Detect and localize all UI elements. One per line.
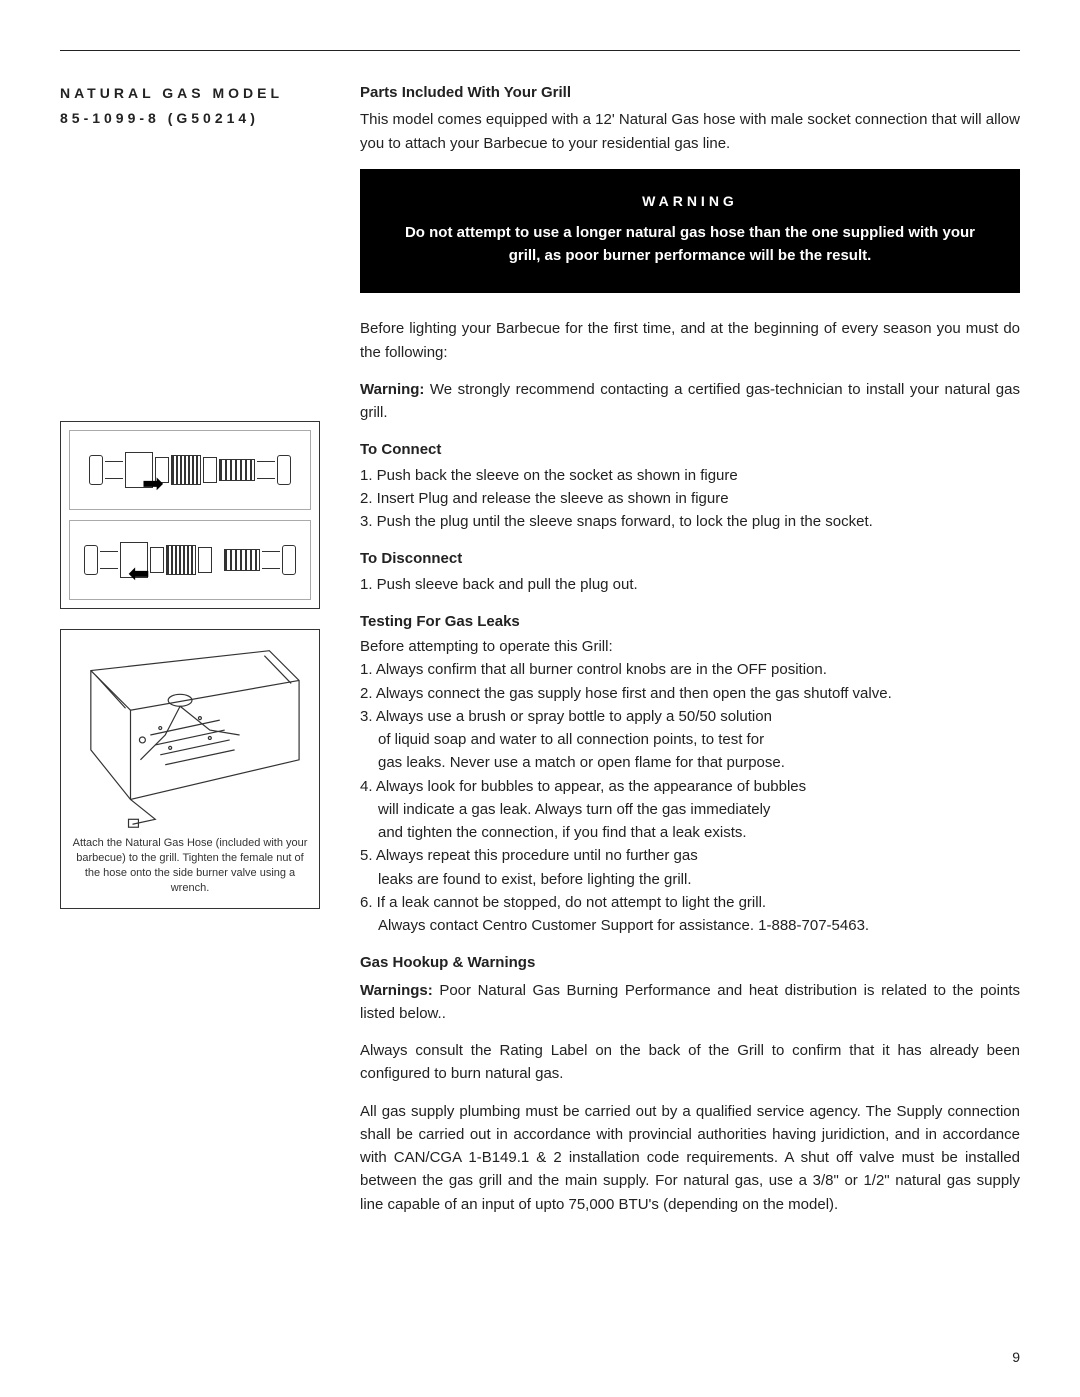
hookup-p2: Always consult the Rating Label on the b… [360, 1039, 1020, 1086]
hookup-title: Gas Hookup & Warnings [360, 951, 1020, 974]
warnings-label: Warnings: [360, 982, 433, 999]
prelight-text: Before lighting your Barbecue for the fi… [360, 317, 1020, 364]
connector-diagram-icon [89, 452, 291, 488]
list-item: will indicate a gas leak. Always turn of… [360, 798, 1020, 821]
hookup-warnings: Warnings: Poor Natural Gas Burning Perfo… [360, 979, 1020, 1026]
list-item: 6. If a leak cannot be stopped, do not a… [360, 891, 1020, 914]
hookup-warnings-body: Poor Natural Gas Burning Performance and… [360, 982, 1020, 1022]
warning-body: Do not attempt to use a longer natural g… [390, 222, 990, 267]
left-column: NATURAL GAS MODEL 85-1099-8 (G50214) ➡ ⬅ [60, 81, 320, 1230]
warning-box: WARNING Do not attempt to use a longer n… [360, 169, 1020, 294]
parts-included-body: This model comes equipped with a 12' Nat… [360, 108, 1020, 155]
connector-diagram-icon [84, 542, 296, 578]
figure-grill-underside [71, 640, 309, 830]
testing-title: Testing For Gas Leaks [360, 610, 1020, 633]
figure-grill-box: Attach the Natural Gas Hose (included wi… [60, 629, 320, 908]
page-number: 9 [1012, 1347, 1020, 1369]
list-item: 3. Always use a brush or spray bottle to… [360, 705, 1020, 728]
model-heading-line2: 85-1099-8 (G50214) [60, 106, 320, 131]
to-connect-list: 1. Push back the sleeve on the socket as… [360, 464, 1020, 534]
list-item: 1. Push back the sleeve on the socket as… [360, 464, 1020, 487]
figure-grill-caption: Attach the Natural Gas Hose (included wi… [71, 836, 309, 895]
warning-recommend-body: We strongly recommend contacting a certi… [360, 381, 1020, 421]
right-column: Parts Included With Your Grill This mode… [360, 81, 1020, 1230]
to-disconnect-list: 1. Push sleeve back and pull the plug ou… [360, 573, 1020, 596]
two-column-layout: NATURAL GAS MODEL 85-1099-8 (G50214) ➡ ⬅ [60, 81, 1020, 1230]
list-item: 3. Push the plug until the sleeve snaps … [360, 510, 1020, 533]
top-rule [60, 50, 1020, 51]
warning-title: WARNING [390, 191, 990, 213]
warning-label: Warning: [360, 381, 424, 398]
figure-connector-push: ➡ [69, 430, 311, 510]
figure-connector-pull: ⬅ [69, 520, 311, 600]
manual-page: NATURAL GAS MODEL 85-1099-8 (G50214) ➡ ⬅ [0, 0, 1080, 1270]
list-item: and tighten the connection, if you find … [360, 821, 1020, 844]
testing-intro: Before attempting to operate this Grill: [360, 635, 1020, 658]
list-item: 5. Always repeat this procedure until no… [360, 844, 1020, 867]
hookup-p3: All gas supply plumbing must be carried … [360, 1100, 1020, 1216]
list-item: Always contact Centro Customer Support f… [360, 914, 1020, 937]
model-heading-line1: NATURAL GAS MODEL [60, 81, 320, 106]
testing-list: 1. Always confirm that all burner contro… [360, 658, 1020, 937]
to-connect-title: To Connect [360, 438, 1020, 461]
figure-connector-box: ➡ ⬅ [60, 421, 320, 609]
to-disconnect-title: To Disconnect [360, 547, 1020, 570]
list-item: 1. Push sleeve back and pull the plug ou… [360, 573, 1020, 596]
list-item: leaks are found to exist, before lightin… [360, 868, 1020, 891]
list-item: gas leaks. Never use a match or open fla… [360, 751, 1020, 774]
list-item: 1. Always confirm that all burner contro… [360, 658, 1020, 681]
list-item: 2. Always connect the gas supply hose fi… [360, 682, 1020, 705]
parts-included-title: Parts Included With Your Grill [360, 81, 1020, 104]
list-item: 2. Insert Plug and release the sleeve as… [360, 487, 1020, 510]
arrow-left-icon: ⬅ [128, 553, 150, 593]
warning-recommend: Warning: We strongly recommend contactin… [360, 378, 1020, 425]
list-item: of liquid soap and water to all connecti… [360, 728, 1020, 751]
grill-underside-icon [71, 640, 309, 830]
list-item: 4. Always look for bubbles to appear, as… [360, 775, 1020, 798]
arrow-right-icon: ➡ [142, 463, 164, 503]
